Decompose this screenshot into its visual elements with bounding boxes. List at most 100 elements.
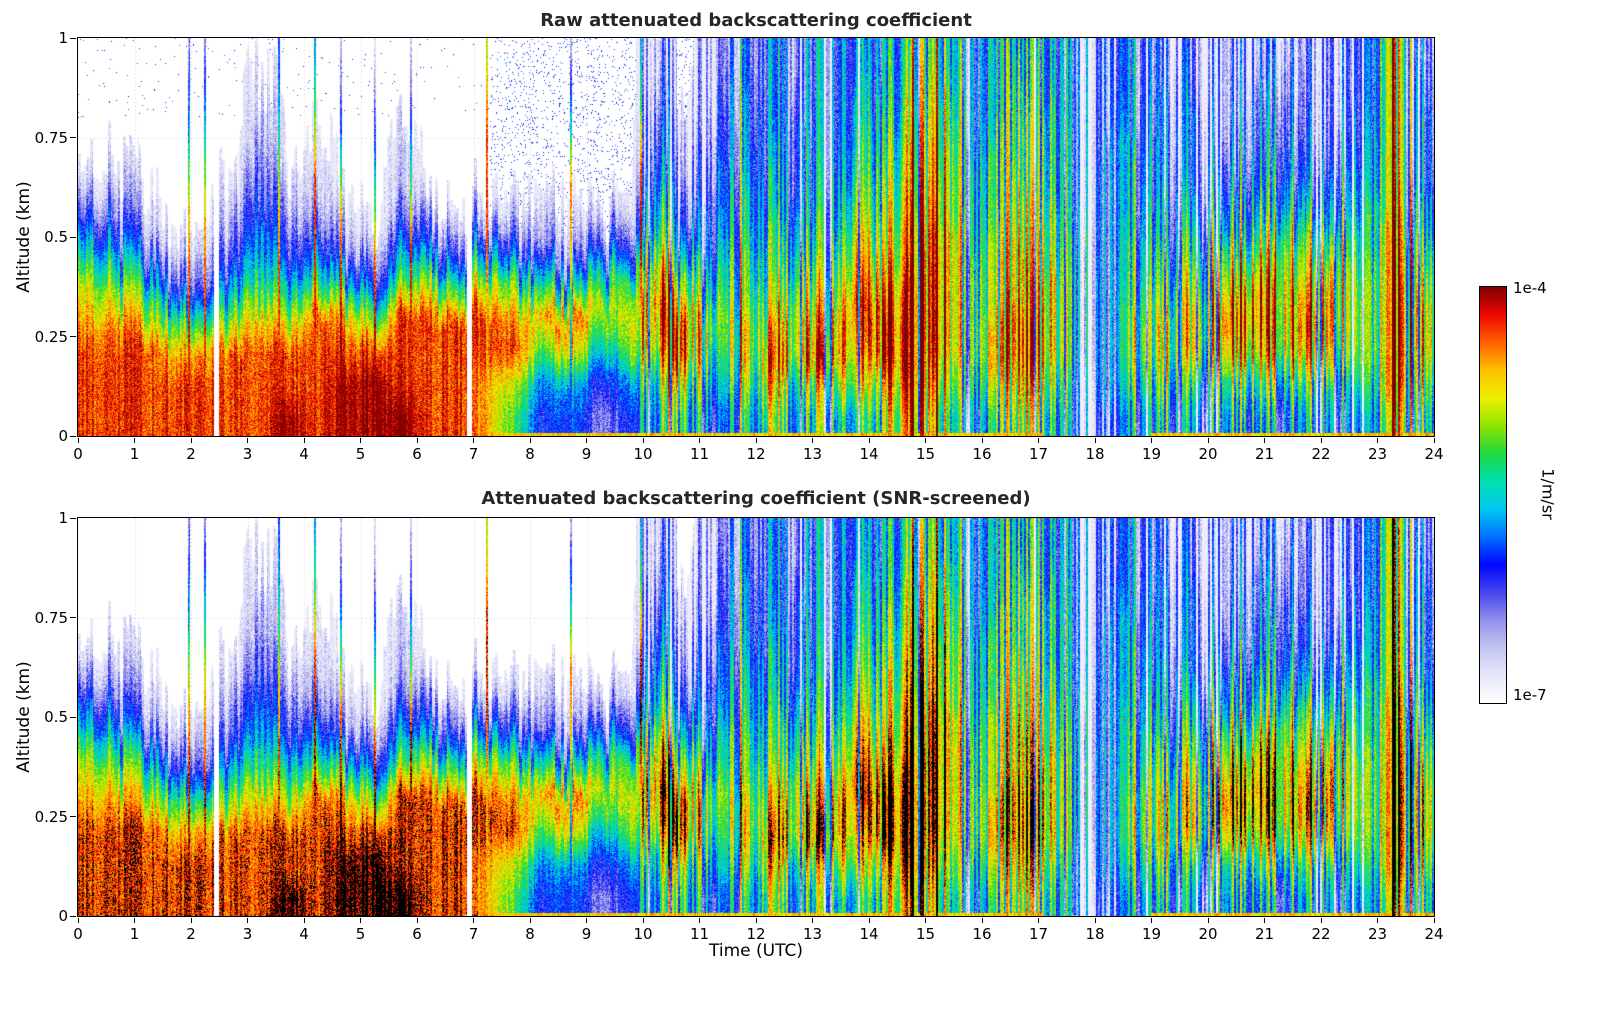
x-tick xyxy=(1094,438,1096,443)
x-tick-label: 10 xyxy=(633,925,653,943)
x-tick xyxy=(812,918,813,923)
y-tick xyxy=(70,336,76,337)
x-tick-label: 10 xyxy=(633,445,653,463)
x-tick-label: 9 xyxy=(581,925,592,943)
x-tick-label: 2 xyxy=(186,925,196,943)
x-tick xyxy=(1094,918,1096,923)
x-tick-label: 21 xyxy=(1254,925,1275,943)
y-tick-label: 0.25 xyxy=(34,327,68,346)
x-tick xyxy=(1151,438,1152,443)
x-tick-label: 11 xyxy=(689,925,710,943)
x-tick-label: 19 xyxy=(1141,925,1162,943)
colorbar-gradient xyxy=(1480,287,1506,703)
x-tick xyxy=(1038,438,1039,443)
x-tick xyxy=(1377,438,1378,443)
y-tick-label: 0.5 xyxy=(44,708,68,726)
x-tick-label: 9 xyxy=(581,445,592,463)
x-tick-label: 19 xyxy=(1141,445,1162,463)
x-tick-label: 24 xyxy=(1424,925,1444,943)
x-tick-label: 24 xyxy=(1424,445,1444,463)
y-tick-label: 0 xyxy=(58,427,68,445)
x-tick xyxy=(360,918,361,923)
x-tick xyxy=(1207,438,1209,443)
y-tick-label: 1 xyxy=(58,509,68,527)
x-tick-label: 20 xyxy=(1198,445,1218,463)
x-tick-label: 0 xyxy=(73,925,83,943)
x-tick-label: 4 xyxy=(299,445,309,463)
y-tick xyxy=(70,37,76,39)
x-tick xyxy=(190,438,192,443)
x-tick-label: 7 xyxy=(468,925,479,943)
screened-heatmap-canvas xyxy=(78,518,1434,916)
x-tick-label: 14 xyxy=(859,445,879,463)
x-tick xyxy=(642,438,644,443)
x-tick-label: 13 xyxy=(802,445,823,463)
x-tick-label: 12 xyxy=(746,445,766,463)
x-tick xyxy=(812,438,813,443)
x-tick-label: 15 xyxy=(915,925,936,943)
x-tick xyxy=(1433,438,1435,443)
x-tick-label: 18 xyxy=(1085,925,1105,943)
x-tick xyxy=(1320,438,1322,443)
y-tick-label: 0.25 xyxy=(34,807,68,826)
x-tick xyxy=(416,438,418,443)
y-tick-label: 0.75 xyxy=(34,128,68,147)
x-tick xyxy=(247,918,248,923)
x-tick xyxy=(925,438,926,443)
colorbar-min-label: 1e-7 xyxy=(1513,686,1547,704)
y-tick xyxy=(70,517,76,519)
x-tick-label: 7 xyxy=(468,445,479,463)
x-tick-label: 3 xyxy=(242,445,253,463)
colorbar-max-label: 1e-4 xyxy=(1513,279,1547,297)
y-tick-label: 1 xyxy=(58,29,68,47)
x-tick xyxy=(755,918,757,923)
x-tick-label: 5 xyxy=(355,925,366,943)
x-tick-label: 8 xyxy=(525,445,535,463)
x-tick xyxy=(699,918,700,923)
y-tick-label: 0.75 xyxy=(34,608,68,627)
raw-heatmap-plot xyxy=(77,37,1435,437)
y-tick xyxy=(70,915,76,917)
x-tick xyxy=(1377,918,1378,923)
x-tick-label: 3 xyxy=(242,925,253,943)
raw-heatmap-canvas xyxy=(78,38,1434,436)
x-tick-label: 22 xyxy=(1311,445,1331,463)
x-tick xyxy=(416,918,418,923)
x-tick-label: 16 xyxy=(972,925,992,943)
x-tick xyxy=(925,918,926,923)
x-tick xyxy=(1320,918,1322,923)
x-tick-label: 2 xyxy=(186,445,196,463)
x-tick-label: 17 xyxy=(1028,445,1049,463)
x-tick xyxy=(190,918,192,923)
x-tick-label: 6 xyxy=(412,445,422,463)
x-tick xyxy=(642,918,644,923)
x-tick-label: 13 xyxy=(802,925,823,943)
y-tick xyxy=(70,716,76,718)
x-tick-label: 1 xyxy=(129,925,140,943)
x-tick xyxy=(134,438,135,443)
x-tick xyxy=(1207,918,1209,923)
x-tick-label: 8 xyxy=(525,925,535,943)
screened-panel-title: Attenuated backscattering coefficient (S… xyxy=(481,488,1031,509)
x-tick-label: 0 xyxy=(73,445,83,463)
colorbar xyxy=(1479,286,1507,704)
x-tick xyxy=(473,438,474,443)
x-tick-label: 4 xyxy=(299,925,309,943)
x-tick-label: 18 xyxy=(1085,445,1105,463)
x-tick xyxy=(1264,918,1265,923)
x-tick xyxy=(529,438,531,443)
x-tick xyxy=(1264,438,1265,443)
x-tick-label: 11 xyxy=(689,445,710,463)
x-tick xyxy=(529,918,531,923)
x-tick xyxy=(755,438,757,443)
y-tick xyxy=(70,435,76,437)
x-axis-label: Time (UTC) xyxy=(709,941,803,961)
x-tick xyxy=(981,438,983,443)
y-tick xyxy=(70,617,76,618)
x-tick-label: 12 xyxy=(746,925,766,943)
x-tick-label: 20 xyxy=(1198,925,1218,943)
x-tick xyxy=(699,438,700,443)
x-tick-label: 21 xyxy=(1254,445,1275,463)
x-tick xyxy=(981,918,983,923)
x-tick xyxy=(303,438,305,443)
